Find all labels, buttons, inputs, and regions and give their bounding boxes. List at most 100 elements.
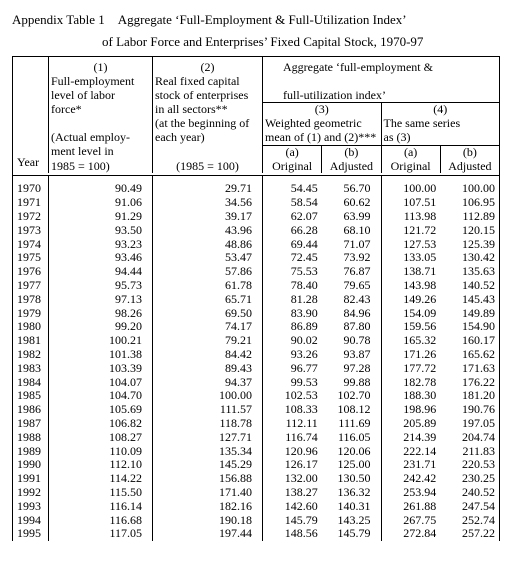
cell-year: 1982	[13, 348, 49, 362]
cell-c3a: 108.33	[263, 403, 322, 417]
cell-year: 1975	[13, 251, 49, 265]
cell-c4a: 127.53	[381, 238, 440, 252]
table-row: 1991114.22156.88132.00130.50242.42230.25	[13, 472, 500, 486]
cell-c1: 112.10	[49, 458, 153, 472]
table-row: 1984104.0794.3799.5399.88182.78176.22	[13, 376, 500, 390]
cell-year: 1993	[13, 500, 49, 514]
cell-c1: 116.14	[49, 500, 153, 514]
cell-c3a: 96.77	[263, 362, 322, 376]
h4-sb: (b)	[440, 145, 499, 159]
cell-year: 1985	[13, 389, 49, 403]
h4-b: as (3)	[381, 131, 500, 145]
cell-c4b: 154.90	[440, 320, 499, 334]
cell-c2: 84.42	[153, 348, 263, 362]
h4-ad: Adjusted	[440, 160, 499, 174]
h3-ad: Adjusted	[322, 160, 381, 174]
cell-c2: 34.56	[153, 196, 263, 210]
cell-year: 1994	[13, 514, 49, 528]
cell-c4b: 247.54	[440, 500, 499, 514]
title-line-1: Appendix Table 1 Aggregate ‘Full-Employm…	[12, 12, 500, 28]
cell-year: 1979	[13, 307, 49, 321]
cell-c1: 108.27	[49, 431, 153, 445]
cell-c4a: 222.14	[381, 445, 440, 459]
cell-c1: 104.70	[49, 389, 153, 403]
cell-c3b: 84.96	[322, 307, 381, 321]
cell-c1: 99.20	[49, 320, 153, 334]
cell-c3a: 138.27	[263, 486, 322, 500]
cell-c1: 90.49	[49, 182, 153, 196]
cell-c3b: 73.92	[322, 251, 381, 265]
cell-c2: 94.37	[153, 376, 263, 390]
h4-a: The same series	[381, 117, 500, 131]
cell-c3a: 132.00	[263, 472, 322, 486]
cell-c4a: 154.09	[381, 307, 440, 321]
cell-c4b: 100.00	[440, 182, 499, 196]
cell-c3b: 120.06	[322, 445, 381, 459]
cell-c1: 98.26	[49, 307, 153, 321]
cell-c3b: 76.87	[322, 265, 381, 279]
cell-year: 1988	[13, 431, 49, 445]
cell-c3a: 86.89	[263, 320, 322, 334]
cell-c1: 95.73	[49, 279, 153, 293]
cell-c2: 127.71	[153, 431, 263, 445]
cell-c3b: 99.88	[322, 376, 381, 390]
cell-c4b: 257.22	[440, 527, 499, 541]
cell-c3b: 97.28	[322, 362, 381, 376]
cell-c3b: 79.65	[322, 279, 381, 293]
cell-year: 1981	[13, 334, 49, 348]
cell-c2: 145.29	[153, 458, 263, 472]
cell-c4a: 272.84	[381, 527, 440, 541]
table-row: 1986105.69111.57108.33108.12198.96190.76	[13, 403, 500, 417]
h2-d: (at the beginning of	[153, 117, 263, 131]
cell-year: 1987	[13, 417, 49, 431]
h3-sb: (b)	[322, 145, 381, 159]
table-row: 197998.2669.5083.9084.96154.09149.89	[13, 307, 500, 321]
table-row: 1990112.10145.29126.17125.00231.71220.53	[13, 458, 500, 472]
cell-year: 1990	[13, 458, 49, 472]
cell-c3b: 93.87	[322, 348, 381, 362]
cell-c4b: 211.83	[440, 445, 499, 459]
cell-c4a: 242.42	[381, 472, 440, 486]
cell-c2: 111.57	[153, 403, 263, 417]
table-row: 1989110.09135.34120.96120.06222.14211.83	[13, 445, 500, 459]
cell-c3a: 72.45	[263, 251, 322, 265]
cell-c4a: 231.71	[381, 458, 440, 472]
table-row: 1985104.70100.00102.53102.70188.30181.20	[13, 389, 500, 403]
cell-c3b: 71.07	[322, 238, 381, 252]
cell-c3a: 102.53	[263, 389, 322, 403]
cell-year: 1977	[13, 279, 49, 293]
cell-c1: 104.07	[49, 376, 153, 390]
h1-b: level of labor	[49, 89, 153, 103]
cell-c3a: 145.79	[263, 514, 322, 528]
title-line-2: of Labor Force and Enterprises’ Fixed Ca…	[12, 34, 500, 50]
data-table: Year (1) (2) Aggregate ‘full-employment …	[12, 56, 500, 541]
table-row: 1987106.82118.78112.11111.69205.89197.05	[13, 417, 500, 431]
cell-c3a: 54.45	[263, 182, 322, 196]
cell-c3a: 120.96	[263, 445, 322, 459]
cell-c3a: 75.53	[263, 265, 322, 279]
cell-c2: 74.17	[153, 320, 263, 334]
cell-c4a: 133.05	[381, 251, 440, 265]
table-row: 1993116.14182.16142.60140.31261.88247.54	[13, 500, 500, 514]
cell-c3a: 83.90	[263, 307, 322, 321]
cell-c4b: 125.39	[440, 238, 499, 252]
cell-c2: 171.40	[153, 486, 263, 500]
cell-c3b: 90.78	[322, 334, 381, 348]
table-row: 1981100.2179.2190.0290.78165.32160.17	[13, 334, 500, 348]
cell-year: 1980	[13, 320, 49, 334]
h2-e: each year)	[153, 131, 263, 145]
cell-c3a: 126.17	[263, 458, 322, 472]
h3-a: Weighted geometric	[263, 117, 382, 131]
h1-d: (Actual employ-	[49, 131, 153, 145]
cell-c3a: 58.54	[263, 196, 322, 210]
cell-c4a: 253.94	[381, 486, 440, 500]
cell-c2: 57.86	[153, 265, 263, 279]
h2-c: in all sectors**	[153, 103, 263, 117]
cell-c2: 53.47	[153, 251, 263, 265]
cell-c3b: 116.05	[322, 431, 381, 445]
h2-num: (2)	[153, 57, 263, 75]
cell-c4a: 100.00	[381, 182, 440, 196]
cell-c1: 100.21	[49, 334, 153, 348]
cell-c2: 48.86	[153, 238, 263, 252]
cell-c4a: 143.98	[381, 279, 440, 293]
